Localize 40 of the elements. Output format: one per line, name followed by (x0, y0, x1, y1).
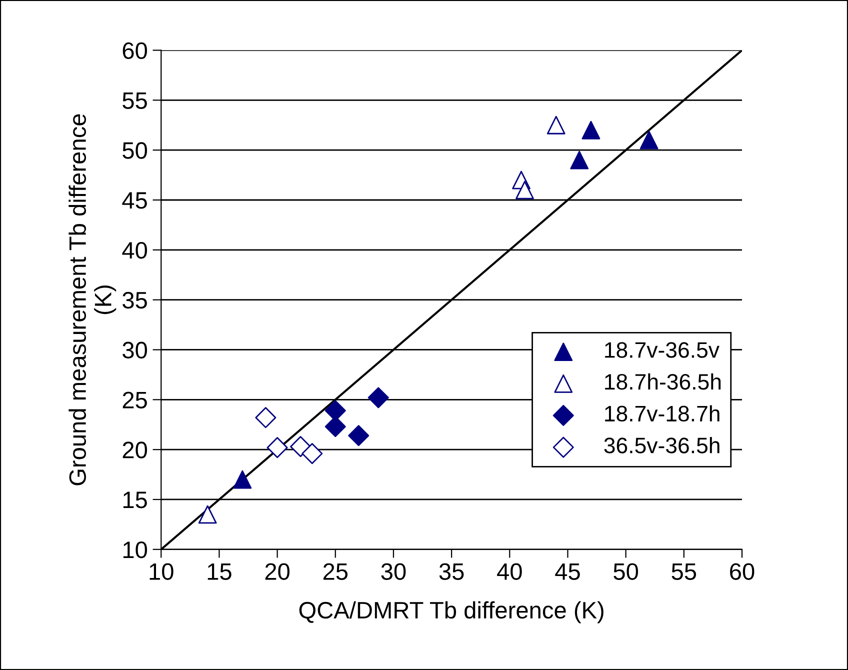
y-tick-label: 10 (123, 541, 148, 558)
point (570, 150, 589, 170)
y-tick-label: 60 (122, 42, 148, 60)
point (546, 116, 566, 134)
point (516, 180, 534, 200)
point (348, 425, 370, 446)
y-tick-label: 30 (122, 342, 148, 359)
y-tick-label: 50 (122, 142, 148, 159)
x-tick-label: 25 (323, 563, 348, 580)
legend-label: 36.5v-36.5h (604, 437, 720, 454)
x-axis-title: QCA/DMRT Tb difference (K) (299, 601, 604, 624)
point (198, 505, 217, 524)
x-tick-label: 50 (614, 563, 638, 580)
point (302, 443, 323, 464)
x-tick-label: 20 (265, 563, 290, 580)
y-tick-label: 20 (122, 442, 148, 458)
x-tick-label: 55 (672, 563, 696, 580)
x-tick-label: 30 (381, 563, 406, 580)
y-tick-label: 25 (122, 392, 147, 408)
x-tick-label: 15 (208, 563, 232, 580)
point (640, 130, 658, 150)
legend-label: 18.7h-36.5h (605, 373, 721, 390)
y-tick-label: 55 (122, 92, 147, 109)
point (255, 407, 276, 428)
x-tick-label: 45 (555, 563, 580, 580)
legend-label: 18.7v-36.5v (605, 342, 720, 358)
y-tick-label: 15 (123, 492, 147, 508)
point (233, 470, 252, 489)
y-tick-label: 40 (122, 242, 148, 259)
x-tick-label: 10 (150, 563, 174, 580)
point (368, 387, 389, 408)
y-tick-label: 45 (122, 192, 147, 209)
point (266, 437, 288, 458)
x-tick-label: 60 (730, 563, 754, 580)
y-tick-label: 35 (122, 292, 147, 309)
legend-label: 18.7v-18.7h (605, 405, 720, 422)
x-tick-label: 40 (497, 563, 522, 580)
point (582, 120, 600, 140)
x-tick-label: 35 (439, 563, 464, 580)
y-axis-title: Ground measurement Tb difference (K) (68, 114, 116, 486)
